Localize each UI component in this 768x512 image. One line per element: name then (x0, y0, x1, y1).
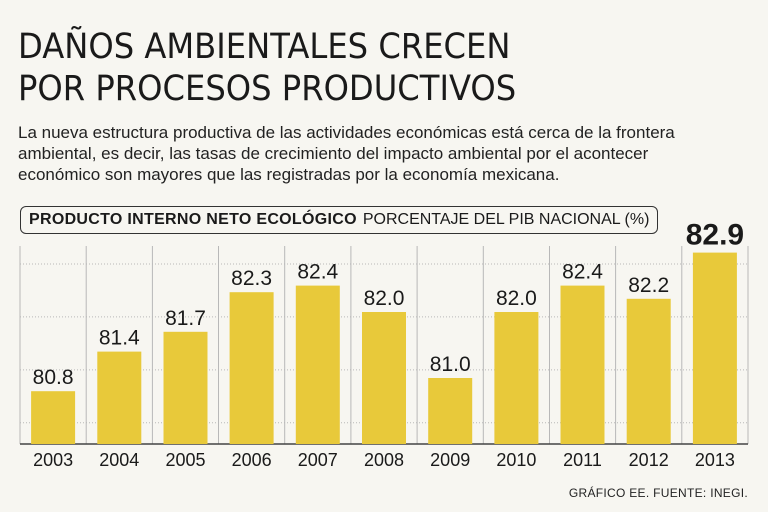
value-label-2004: 81.4 (99, 327, 140, 350)
value-label-2005: 81.7 (165, 307, 206, 330)
bar-2005 (163, 331, 208, 444)
bar-2013 (692, 252, 737, 444)
chart-label-unit: PORCENTAJE DEL PIB NACIONAL (%) (362, 211, 650, 228)
description-line-1: La nueva estructura productiva de las ac… (18, 123, 675, 142)
bar-2008 (362, 312, 406, 444)
value-label-2003: 80.8 (33, 366, 74, 389)
bar-2009 (428, 378, 473, 444)
value-label-2010: 82.0 (496, 287, 537, 310)
chart-label-box: PRODUCTO INTERNO NETO ECOLÓGICO PORCENTA… (20, 206, 659, 234)
value-label-2013: 82.9 (686, 219, 744, 252)
bar-2006 (229, 292, 274, 444)
title-line-2: POR PROCESOS PRODUCTIVOS (18, 69, 517, 109)
x-tick-2012: 2012 (629, 450, 669, 470)
bar-2007 (295, 285, 340, 444)
bar-2010 (494, 312, 539, 444)
value-label-2008: 82.0 (364, 287, 405, 310)
chart-label-bold: PRODUCTO INTERNO NETO ECOLÓGICO (29, 211, 357, 228)
bar-2011 (560, 285, 605, 444)
value-label-2006: 82.3 (231, 267, 272, 290)
x-tick-2010: 2010 (496, 450, 536, 470)
source-note: GRÁFICO EE. FUENTE: INEGI. (568, 486, 748, 500)
bar-2003 (31, 391, 76, 444)
x-tick-2007: 2007 (298, 450, 338, 470)
x-tick-2006: 2006 (232, 450, 272, 470)
x-tick-2013: 2013 (695, 450, 735, 470)
x-tick-2005: 2005 (165, 450, 205, 470)
description-line-3: económico son mayores que las registrada… (18, 165, 560, 184)
bar-2012 (626, 298, 671, 444)
x-tick-2004: 2004 (99, 450, 139, 470)
x-tick-2008: 2008 (364, 450, 404, 470)
description-line-2: ambiental, es decir, las tasas de crecim… (18, 144, 649, 163)
value-label-2012: 82.2 (628, 274, 669, 297)
chart-description: La nueva estructura productiva de las ac… (18, 122, 758, 185)
value-label-2011: 82.4 (562, 261, 603, 284)
title-line-1: DAÑOS AMBIENTALES CRECEN (18, 27, 511, 67)
x-tick-2003: 2003 (33, 450, 73, 470)
chart-title: DAÑOS AMBIENTALES CRECEN POR PROCESOS PR… (18, 26, 516, 110)
x-tick-2009: 2009 (430, 450, 470, 470)
bar-2004 (97, 351, 142, 444)
x-tick-2011: 2011 (563, 450, 602, 470)
value-label-2009: 81.0 (430, 353, 471, 376)
value-label-2007: 82.4 (297, 261, 338, 284)
